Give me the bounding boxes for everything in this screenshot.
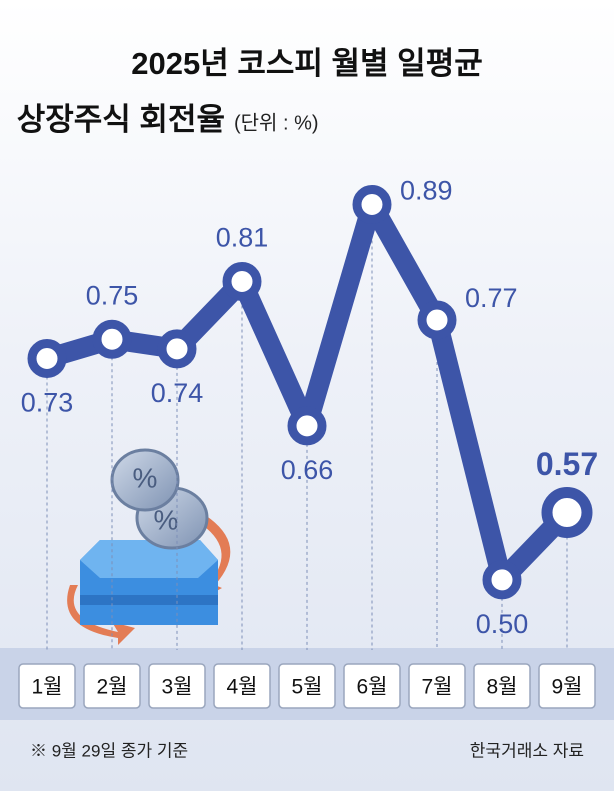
- value-label: 0.74: [151, 378, 204, 408]
- marker: [157, 329, 197, 369]
- marker: [222, 262, 262, 301]
- value-label: 0.81: [216, 223, 269, 253]
- x-tick-label: 1월: [32, 676, 63, 699]
- marker: [92, 319, 132, 359]
- marker: [541, 487, 593, 538]
- category-box: [343, 663, 401, 709]
- category-box: [538, 663, 596, 709]
- svg-text:%: %: [154, 504, 179, 535]
- marker: [27, 339, 67, 378]
- x-tick-label: 3월: [162, 676, 193, 699]
- source: 한국거래소 자료: [470, 741, 584, 760]
- footnote: ※ 9월 29일 종가 기준: [30, 741, 188, 760]
- illustration: % %: [67, 448, 231, 645]
- value-label: 0.66: [281, 455, 334, 485]
- category-box: [473, 663, 531, 709]
- value-label: 0.73: [21, 388, 74, 418]
- x-tick-label: 5월: [292, 676, 323, 699]
- category-box: [18, 663, 76, 709]
- x-tick-label: 7월: [422, 676, 453, 699]
- chart-subtitle: 상장주식 회전율: [17, 102, 225, 137]
- category-box: [83, 663, 141, 709]
- marker: [287, 406, 327, 446]
- marker: [417, 300, 457, 340]
- category-box: [408, 663, 466, 709]
- unit-label: (단위 : %): [234, 111, 319, 134]
- value-label: 0.89: [400, 176, 453, 206]
- category-box: [213, 663, 271, 709]
- chart-title: 2025년 코스피 월별 일평균: [131, 46, 482, 81]
- value-label: 0.75: [86, 280, 139, 310]
- x-tick-label: 6월: [357, 676, 388, 699]
- value-label: 0.50: [476, 609, 529, 639]
- x-tick-label: 9월: [552, 676, 583, 699]
- x-tick-label: 4월: [227, 676, 258, 699]
- value-label: 0.57: [536, 446, 598, 482]
- value-label: 0.77: [465, 283, 518, 313]
- marker: [482, 560, 522, 600]
- x-tick-label: 2월: [97, 676, 128, 699]
- marker: [352, 185, 392, 224]
- category-box: [278, 663, 336, 709]
- x-tick-label: 8월: [487, 676, 518, 699]
- svg-text:%: %: [133, 462, 158, 493]
- category-box: [148, 663, 206, 709]
